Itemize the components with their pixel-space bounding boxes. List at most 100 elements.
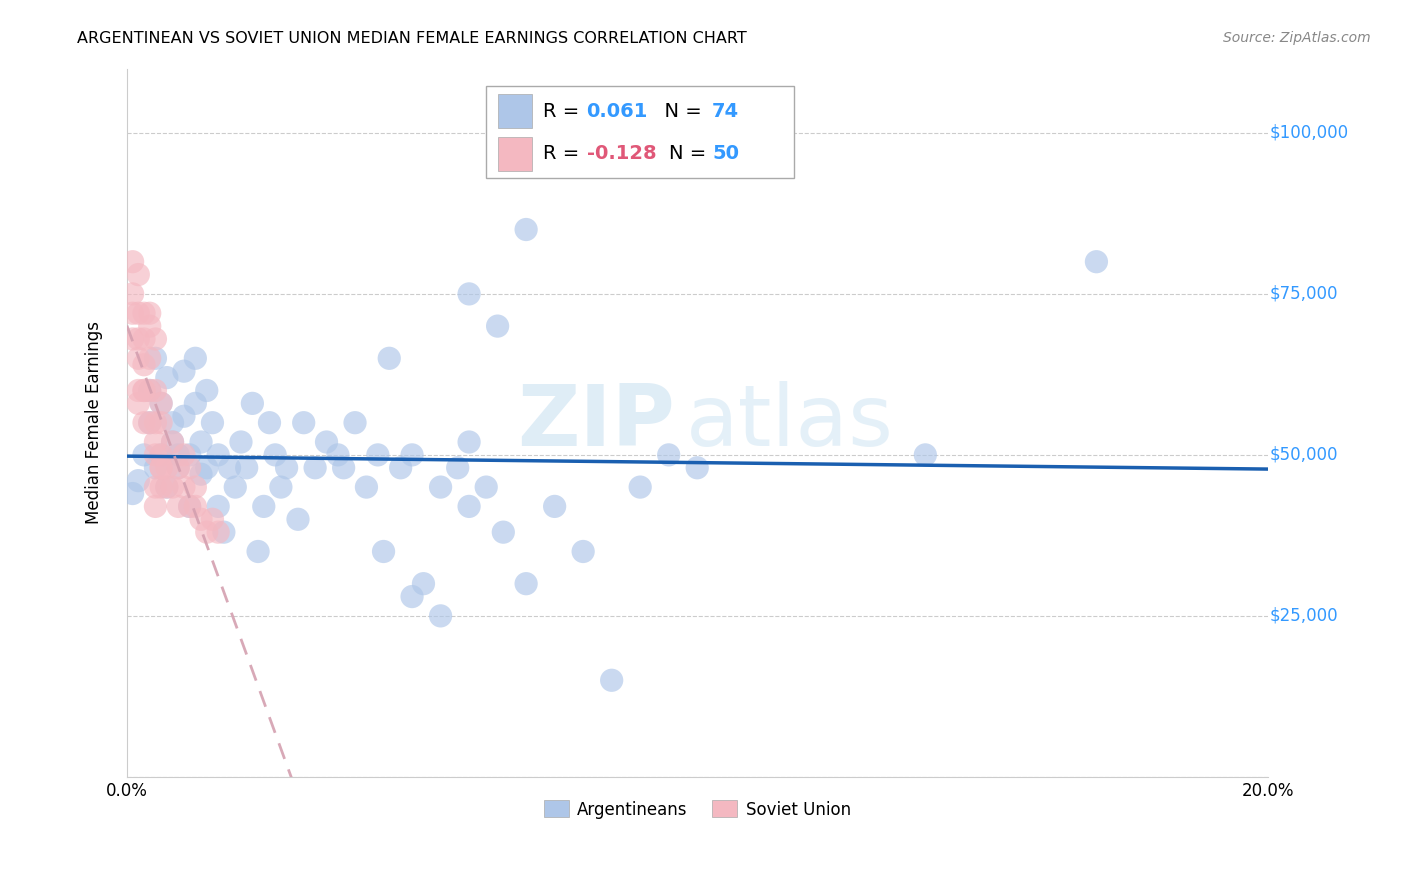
Point <box>167 448 190 462</box>
Point <box>167 460 190 475</box>
Point <box>121 332 143 346</box>
Point <box>401 590 423 604</box>
Point <box>429 480 451 494</box>
Point <box>207 448 229 462</box>
Point <box>145 435 167 450</box>
Point <box>292 416 315 430</box>
Point <box>132 448 155 462</box>
Point <box>543 500 565 514</box>
Point <box>162 435 184 450</box>
Point <box>173 448 195 462</box>
Point <box>628 480 651 494</box>
FancyBboxPatch shape <box>498 136 531 170</box>
Point <box>162 435 184 450</box>
Point <box>145 480 167 494</box>
Text: $100,000: $100,000 <box>1270 124 1348 142</box>
Text: $25,000: $25,000 <box>1270 607 1339 625</box>
Point <box>914 448 936 462</box>
Point <box>156 370 179 384</box>
Text: $75,000: $75,000 <box>1270 285 1339 303</box>
Point <box>447 460 470 475</box>
Point <box>389 460 412 475</box>
Point <box>127 306 149 320</box>
Point <box>304 460 326 475</box>
Point <box>145 332 167 346</box>
Point <box>127 351 149 366</box>
Point <box>207 525 229 540</box>
Point <box>138 306 160 320</box>
Point <box>127 268 149 282</box>
Text: R =: R = <box>543 102 586 120</box>
Point <box>150 416 173 430</box>
Point <box>145 460 167 475</box>
Text: 0.061: 0.061 <box>586 102 648 120</box>
Point <box>138 319 160 334</box>
Point <box>138 351 160 366</box>
Point <box>195 384 218 398</box>
Point <box>150 396 173 410</box>
Point <box>190 435 212 450</box>
Point <box>373 544 395 558</box>
Point <box>145 384 167 398</box>
Point <box>212 525 235 540</box>
Point <box>412 576 434 591</box>
Point <box>173 480 195 494</box>
Point <box>121 306 143 320</box>
Point <box>401 448 423 462</box>
Point <box>162 416 184 430</box>
Text: ZIP: ZIP <box>516 381 675 464</box>
Point <box>121 254 143 268</box>
Text: atlas: atlas <box>686 381 894 464</box>
Point <box>179 500 201 514</box>
Point <box>162 480 184 494</box>
Point <box>276 460 298 475</box>
Point <box>179 500 201 514</box>
Y-axis label: Median Female Earnings: Median Female Earnings <box>86 321 103 524</box>
Point <box>184 480 207 494</box>
Point <box>367 448 389 462</box>
Point <box>156 460 179 475</box>
Point <box>121 286 143 301</box>
Point <box>145 500 167 514</box>
Point <box>145 351 167 366</box>
Text: $50,000: $50,000 <box>1270 446 1339 464</box>
Point <box>229 435 252 450</box>
Point <box>145 416 167 430</box>
Point <box>127 384 149 398</box>
Point <box>184 396 207 410</box>
Point <box>132 332 155 346</box>
FancyBboxPatch shape <box>498 94 531 128</box>
Point <box>150 460 173 475</box>
Point <box>218 460 240 475</box>
Point <box>600 673 623 688</box>
Point <box>326 448 349 462</box>
Point <box>138 416 160 430</box>
Text: -0.128: -0.128 <box>586 144 657 163</box>
Point <box>184 500 207 514</box>
Point <box>127 396 149 410</box>
Point <box>132 384 155 398</box>
Point <box>132 306 155 320</box>
Point <box>458 286 481 301</box>
Point <box>475 480 498 494</box>
Point <box>127 332 149 346</box>
Point <box>138 416 160 430</box>
Point <box>201 416 224 430</box>
Point <box>132 384 155 398</box>
Point <box>173 409 195 424</box>
Point <box>429 608 451 623</box>
Point <box>658 448 681 462</box>
Point <box>150 396 173 410</box>
Point <box>167 460 190 475</box>
Point <box>686 460 709 475</box>
Point <box>150 480 173 494</box>
Point <box>195 460 218 475</box>
Point <box>201 512 224 526</box>
Point <box>224 480 246 494</box>
Point <box>179 448 201 462</box>
Point <box>356 480 378 494</box>
Point <box>264 448 287 462</box>
Point <box>167 500 190 514</box>
Point <box>515 576 537 591</box>
Point <box>150 448 173 462</box>
